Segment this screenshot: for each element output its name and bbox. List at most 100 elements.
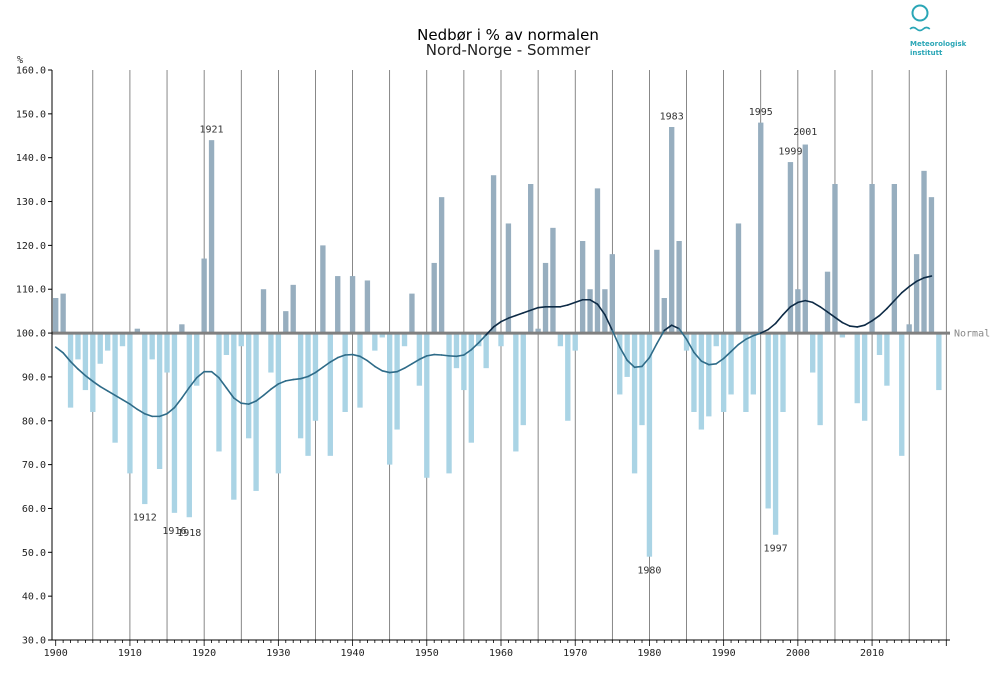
trend-segment-2008 bbox=[856, 324, 866, 328]
trend-segment-1924 bbox=[233, 397, 243, 405]
bar-1989 bbox=[713, 333, 719, 347]
bar-1947 bbox=[401, 333, 408, 347]
trend-segment-1938 bbox=[336, 354, 346, 359]
bar-1953 bbox=[446, 333, 452, 474]
trend-segment-2007 bbox=[849, 325, 859, 328]
trend-segment-1963 bbox=[522, 309, 532, 314]
bar-1917 bbox=[179, 324, 185, 334]
trend-segment-1984 bbox=[678, 327, 688, 341]
trend-segment-1983 bbox=[670, 324, 680, 330]
trend-segment-1972 bbox=[589, 298, 599, 305]
trend-segment-1914 bbox=[158, 412, 168, 418]
trend-segment-2002 bbox=[811, 301, 821, 308]
trend-segment-2010 bbox=[871, 314, 881, 322]
bar-1994 bbox=[750, 333, 757, 395]
bar-2001 bbox=[802, 144, 808, 334]
bar-1909 bbox=[119, 333, 126, 347]
trend-segment-1995 bbox=[759, 328, 769, 334]
y-tick-label-150: 150.0 bbox=[16, 109, 46, 120]
x-tick-label-1940: 1940 bbox=[341, 648, 365, 659]
annotation-1916: 1916 bbox=[162, 526, 186, 537]
trend-segment-1996 bbox=[767, 322, 777, 331]
trend-segment-1909 bbox=[121, 398, 131, 405]
y-axis-label: % bbox=[17, 55, 23, 66]
normal-line-group: Normal bbox=[52, 329, 990, 340]
trend-segment-2012 bbox=[886, 299, 896, 310]
annotation-1921: 1921 bbox=[200, 125, 224, 136]
trend-segment-1949 bbox=[418, 355, 428, 361]
trend-segment-1903 bbox=[77, 368, 87, 377]
trend-segment-1955 bbox=[463, 348, 473, 356]
trend-segment-1947 bbox=[403, 362, 413, 369]
trend-segment-1989 bbox=[715, 357, 725, 365]
trend-segment-1937 bbox=[329, 356, 339, 363]
annotation-1918: 1918 bbox=[177, 528, 201, 539]
bar-2017 bbox=[921, 170, 927, 334]
annotation-1912: 1912 bbox=[133, 513, 157, 524]
bar-2002 bbox=[810, 333, 816, 373]
bar-1918 bbox=[186, 333, 192, 518]
trend-segment-1945 bbox=[388, 370, 398, 374]
bar-1978 bbox=[631, 333, 638, 474]
bars bbox=[53, 122, 942, 557]
bar-2009 bbox=[861, 333, 868, 421]
trend-segment-1976 bbox=[618, 346, 628, 362]
bar-1930 bbox=[275, 333, 282, 474]
bar-1982 bbox=[661, 298, 667, 334]
bar-1925 bbox=[238, 333, 244, 347]
bar-2018 bbox=[928, 197, 935, 334]
trend-segment-1961 bbox=[507, 314, 517, 319]
bar-2005 bbox=[832, 184, 838, 334]
bar-1988 bbox=[706, 333, 712, 417]
trend-segment-2005 bbox=[834, 316, 844, 324]
bar-1939 bbox=[342, 333, 348, 412]
y-tick-label-30: 30.0 bbox=[22, 636, 46, 647]
bar-1993 bbox=[743, 333, 749, 412]
bar-1906 bbox=[97, 333, 103, 364]
bar-2003 bbox=[817, 333, 823, 426]
bar-1923 bbox=[223, 333, 230, 355]
trend-segment-1956 bbox=[470, 341, 480, 351]
bar-1983 bbox=[669, 127, 675, 334]
y-tick-label-60: 60.0 bbox=[22, 504, 46, 515]
bar-1908 bbox=[112, 333, 118, 443]
trend-segment-1962 bbox=[515, 312, 525, 317]
trend-segment-1981 bbox=[656, 329, 666, 345]
bar-2016 bbox=[913, 254, 920, 334]
bar-1956 bbox=[468, 333, 474, 443]
trend-segment-1927 bbox=[255, 394, 265, 402]
y-tick-label-120: 120.0 bbox=[16, 241, 46, 252]
bar-1940 bbox=[349, 276, 356, 334]
bar-1911 bbox=[134, 328, 141, 334]
bar-1952 bbox=[438, 197, 445, 334]
bar-1967 bbox=[550, 227, 556, 334]
trend-segment-1959 bbox=[492, 320, 502, 328]
trend-segment-1999 bbox=[789, 301, 799, 308]
bar-1935 bbox=[312, 333, 319, 421]
trend-segment-1977 bbox=[626, 359, 636, 369]
bar-1958 bbox=[483, 333, 489, 369]
bar-1941 bbox=[357, 333, 363, 408]
trend-segment-1948 bbox=[411, 358, 421, 365]
bar-1986 bbox=[691, 333, 697, 412]
bar-1914 bbox=[156, 333, 163, 469]
bar-1903 bbox=[75, 333, 81, 360]
trend-segment-1993 bbox=[745, 334, 755, 341]
bar-1971 bbox=[579, 241, 586, 334]
trend-segment-1994 bbox=[752, 332, 762, 337]
y-tick-label-70: 70.0 bbox=[22, 460, 46, 471]
bar-1979 bbox=[639, 333, 645, 426]
y-tick-label-140: 140.0 bbox=[16, 153, 46, 164]
trend-segment-1933 bbox=[299, 375, 309, 380]
bar-2013 bbox=[891, 184, 898, 334]
bar-1959 bbox=[490, 175, 497, 334]
x-tick-label-2010: 2010 bbox=[860, 648, 884, 659]
bar-1926 bbox=[245, 333, 252, 439]
bar-1998 bbox=[780, 333, 786, 412]
trend-segment-1969 bbox=[566, 301, 577, 306]
bar-1913 bbox=[149, 333, 155, 360]
trend-segment-2009 bbox=[863, 319, 873, 326]
trend-segment-2006 bbox=[841, 321, 851, 327]
trend-segment-1928 bbox=[262, 388, 272, 397]
